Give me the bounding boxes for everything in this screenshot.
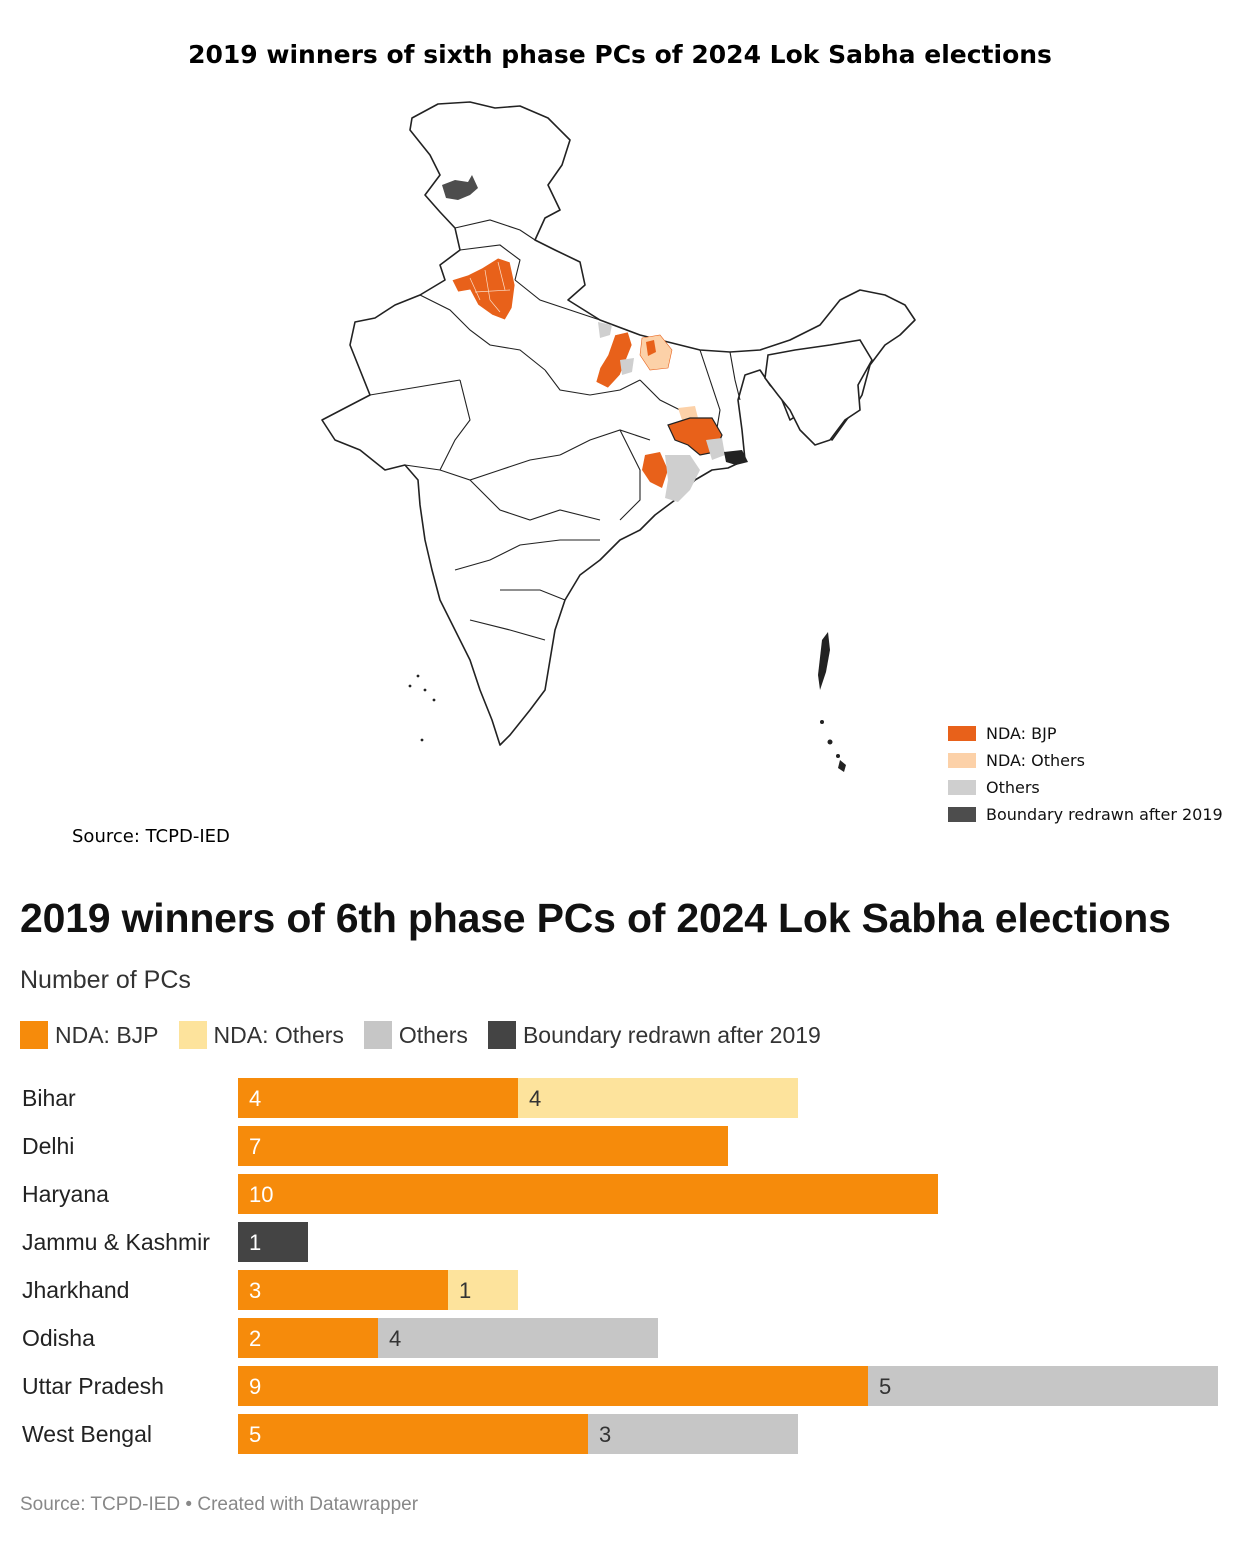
bar-odisha-nda-bjp bbox=[238, 1318, 378, 1358]
map-legend-item-others: Others bbox=[948, 774, 1223, 801]
chart-legend-swatch bbox=[487, 1021, 516, 1049]
region-bihar-bjp bbox=[646, 340, 656, 356]
map-legend-swatch bbox=[948, 807, 976, 822]
bar-uttar-pradesh-nda-bjp bbox=[238, 1366, 868, 1406]
category-label: Haryana bbox=[22, 1181, 109, 1207]
bar-delhi-nda-bjp bbox=[238, 1126, 728, 1166]
bar-odisha-others bbox=[378, 1318, 658, 1358]
chart-subtitle: Number of PCs bbox=[20, 966, 191, 994]
region-odisha-bjp bbox=[642, 452, 668, 488]
map-legend-label: Others bbox=[986, 778, 1040, 797]
category-label: Uttar Pradesh bbox=[22, 1373, 164, 1399]
category-label: Delhi bbox=[22, 1133, 74, 1159]
bar-value-label: 2 bbox=[249, 1326, 261, 1351]
chart-legend-swatch bbox=[20, 1021, 48, 1049]
region-wb-others bbox=[706, 438, 725, 460]
chart-legend-item-bjp: NDA: BJP bbox=[20, 1021, 159, 1049]
map-legend-label: Boundary redrawn after 2019 bbox=[986, 805, 1223, 824]
category-label: West Bengal bbox=[22, 1421, 152, 1447]
map-legend: NDA: BJP NDA: Others Others Boundary red… bbox=[948, 720, 1223, 828]
chart-legend-label: NDA: BJP bbox=[55, 1021, 159, 1048]
map-legend-item-nda-others: NDA: Others bbox=[948, 747, 1223, 774]
bar-value-label: 7 bbox=[249, 1134, 261, 1159]
category-label: Odisha bbox=[22, 1325, 95, 1351]
bar-value-label: 4 bbox=[389, 1326, 401, 1351]
region-jk bbox=[442, 175, 478, 200]
india-map bbox=[321, 101, 916, 772]
bar-jharkhand-nda-others bbox=[448, 1270, 518, 1310]
bar-west-bengal-others bbox=[588, 1414, 798, 1454]
category-label: Bihar bbox=[22, 1085, 76, 1111]
bar-value-label: 10 bbox=[249, 1182, 273, 1207]
map-legend-item-bjp: NDA: BJP bbox=[948, 720, 1223, 747]
northeast-outline bbox=[764, 339, 873, 446]
map-panel: 2019 winners of sixth phase PCs of 2024 … bbox=[72, 40, 1223, 847]
region-up-others-1 bbox=[598, 322, 612, 338]
map-legend-label: NDA: BJP bbox=[986, 724, 1057, 743]
chart-footer: Source: TCPD-IED • Created with Datawrap… bbox=[20, 1494, 419, 1515]
map-source: Source: TCPD-IED bbox=[72, 826, 230, 847]
bar-uttar-pradesh-others bbox=[868, 1366, 1218, 1406]
chart-title: 2019 winners of 6th phase PCs of 2024 Lo… bbox=[20, 895, 1171, 941]
map-title: 2019 winners of sixth phase PCs of 2024 … bbox=[188, 40, 1052, 69]
category-label: Jammu & Kashmir bbox=[22, 1229, 210, 1255]
bar-value-label: 4 bbox=[249, 1086, 261, 1111]
region-up-bjp bbox=[595, 331, 633, 389]
region-jharkhand-nda-others bbox=[678, 406, 698, 420]
category-label: Jharkhand bbox=[22, 1277, 129, 1303]
chart-legend-label: NDA: Others bbox=[213, 1021, 344, 1048]
bar-value-label: 1 bbox=[459, 1278, 471, 1303]
india-outline bbox=[321, 101, 916, 746]
bar-value-label: 4 bbox=[529, 1086, 541, 1111]
chart-legend-swatch bbox=[363, 1021, 392, 1049]
bar-bihar-nda-others bbox=[518, 1078, 798, 1118]
bar-bihar-nda-bjp bbox=[238, 1078, 518, 1118]
map-legend-item-redrawn: Boundary redrawn after 2019 bbox=[948, 801, 1223, 828]
stacked-bar-chart: Bihar 4 4 Delhi 7 Haryana 10 Jammu & Kashmir 1 Jh… bbox=[22, 1078, 1218, 1454]
chart-legend-item-nda-others: NDA: Others bbox=[178, 1021, 344, 1049]
bar-west-bengal-nda-bjp bbox=[238, 1414, 588, 1454]
bar-jammu-kashmir-boundary-redrawn-after-2019 bbox=[238, 1222, 308, 1262]
haryana-pc-lines bbox=[469, 261, 511, 313]
region-wb-redrawn bbox=[724, 450, 748, 465]
bar-value-label: 3 bbox=[249, 1278, 261, 1303]
bar-value-label: 1 bbox=[249, 1230, 261, 1255]
map-legend-swatch bbox=[948, 726, 976, 741]
bar-value-label: 5 bbox=[879, 1374, 891, 1399]
bar-value-label: 5 bbox=[249, 1422, 261, 1447]
chart-legend-item-others: Others bbox=[363, 1021, 468, 1049]
map-legend-swatch bbox=[948, 753, 976, 768]
bar-value-label: 3 bbox=[599, 1422, 611, 1447]
bar-jharkhand-nda-bjp bbox=[238, 1270, 448, 1310]
bar-value-label: 9 bbox=[249, 1374, 261, 1399]
islands bbox=[408, 632, 846, 772]
map-legend-swatch bbox=[948, 780, 976, 795]
region-haryana bbox=[451, 257, 516, 321]
map-legend-label: NDA: Others bbox=[986, 751, 1085, 770]
chart-legend-label: Others bbox=[398, 1021, 468, 1048]
chart-legend-label: Boundary redrawn after 2019 bbox=[522, 1021, 821, 1048]
chart-legend-item-redrawn: Boundary redrawn after 2019 bbox=[487, 1021, 821, 1049]
region-odisha-others bbox=[665, 455, 700, 502]
chart-legend-swatch bbox=[178, 1021, 207, 1049]
region-up-others-2 bbox=[620, 358, 634, 375]
bar-haryana-nda-bjp bbox=[238, 1174, 938, 1214]
chart-legend: NDA: BJP NDA: Others Others Boundary red… bbox=[20, 1021, 841, 1049]
state-boundaries bbox=[369, 219, 741, 641]
